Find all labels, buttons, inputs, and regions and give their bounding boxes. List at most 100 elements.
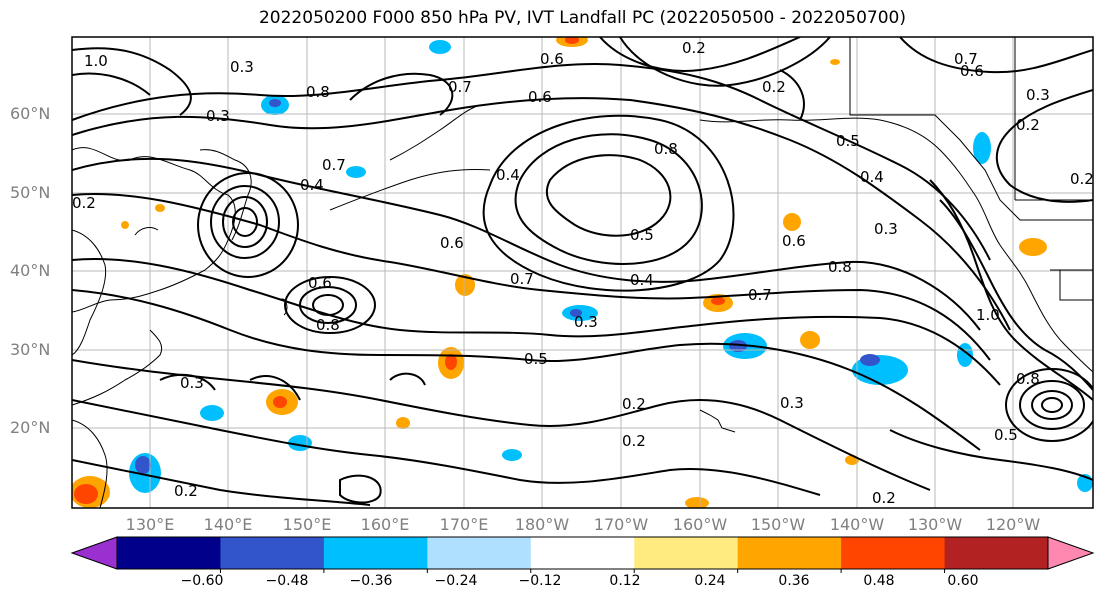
contour [389, 372, 426, 386]
contour-label: 0.2 [72, 194, 96, 212]
pv-positive-patch [155, 204, 165, 212]
colorbar-tick-label: −0.60 [180, 573, 224, 589]
map-panel: 1.0 0.3 0.3 0.8 0.7 0.6 0.6 0.2 0.2 0.3 … [72, 37, 1094, 508]
lat-label-60n: 60°N [10, 104, 51, 123]
colorbar-tick-label: −0.36 [349, 573, 393, 589]
pv-negative-core [729, 340, 747, 352]
contour-label: 0.5 [836, 132, 860, 150]
colorbar [70, 536, 1095, 573]
contour [72, 72, 151, 96]
lon-label: 160°W [672, 515, 728, 534]
contour-label: 1.0 [84, 52, 108, 70]
pv-positive-core [711, 297, 725, 305]
lon-label: 170°W [593, 515, 649, 534]
lon-label: 140°E [203, 515, 253, 534]
contour [349, 72, 454, 116]
pv-negative-core [135, 456, 151, 474]
colorbar-cell [220, 537, 325, 569]
contour-label: 0.2 [762, 78, 786, 96]
lon-label: 130°E [125, 515, 175, 534]
contour-label: 0.3 [206, 107, 230, 125]
contour [72, 97, 1011, 331]
pv-negative-patch [200, 405, 224, 421]
colorbar-cell [117, 537, 221, 569]
contour-label: 0.3 [874, 220, 898, 238]
lat-label-40n: 40°N [10, 261, 51, 280]
contour [72, 289, 981, 451]
contour-label: 0.7 [748, 286, 772, 304]
contour-label: 0.6 [528, 88, 552, 106]
colorbar-tick-label: 0.36 [778, 573, 810, 589]
colorbar-tick-label: 0.48 [863, 573, 895, 589]
pv-positive-patch [685, 497, 709, 508]
contour-label: 0.2 [682, 39, 706, 57]
contour-label: 0.2 [1016, 116, 1040, 134]
contour-label: 0.7 [954, 50, 978, 68]
contour-label: 0.3 [230, 58, 254, 76]
lon-label: 170°E [439, 515, 489, 534]
contour-label: 0.6 [308, 274, 332, 292]
contour [284, 276, 376, 334]
lat-label-20n: 20°N [10, 418, 51, 437]
contour-label: 0.4 [860, 168, 884, 186]
lon-label: 160°E [360, 515, 410, 534]
contour-label: 0.6 [440, 234, 464, 252]
contour [72, 359, 931, 491]
contour [72, 258, 1001, 386]
colorbar-extend-low [70, 536, 118, 570]
lon-label: 150°E [282, 515, 332, 534]
pv-negative-core [269, 99, 281, 107]
contour-label: 0.4 [630, 271, 654, 289]
contour-label: 0.6 [960, 62, 984, 80]
contour [619, 37, 831, 87]
pv-shading [72, 37, 1093, 508]
pv-negative-patch [429, 40, 451, 54]
contour-label: 0.2 [1070, 170, 1094, 188]
contour [249, 375, 301, 401]
pv-positive-core [565, 37, 579, 44]
contour [72, 399, 821, 496]
contour [1041, 397, 1063, 413]
pv-negative-patch [346, 166, 366, 178]
contour-label: 0.6 [782, 232, 806, 250]
lon-label: 150°W [750, 515, 806, 534]
contour [889, 429, 1093, 481]
pv-negative-patch [502, 449, 522, 461]
contour-label: 0.7 [448, 78, 472, 96]
contour-label: 0.2 [872, 489, 896, 507]
contour [159, 373, 216, 391]
contour-label: 0.4 [496, 166, 520, 184]
contour [72, 459, 371, 506]
contour [339, 474, 382, 504]
pv-positive-patch [830, 59, 840, 65]
colorbar-cell [634, 537, 739, 569]
contour-label: 0.7 [510, 270, 534, 288]
contour-label: 0.2 [622, 395, 646, 413]
contour [72, 62, 991, 261]
contour [514, 133, 703, 265]
lon-label: 180°W [514, 515, 570, 534]
colorbar-frame [116, 536, 1049, 570]
contour-label: 1.0 [976, 306, 1000, 324]
colorbar-cell [530, 537, 635, 569]
pv-positive-core [445, 354, 457, 370]
contour-label: 0.8 [316, 316, 340, 334]
lat-label-30n: 30°N [10, 340, 51, 359]
contour-label: 0.3 [574, 313, 598, 331]
colorbar-cell [841, 537, 946, 569]
lon-label: 130°W [907, 515, 963, 534]
pv-positive-patch [121, 221, 129, 229]
colorbar-cell [323, 537, 428, 569]
colorbar-cell [737, 537, 842, 569]
lon-label: 140°W [829, 515, 885, 534]
pv-positive-patch [455, 274, 475, 296]
colorbar-cell [427, 537, 532, 569]
contour-label: 0.8 [828, 258, 852, 276]
colorbar-tick-label: −0.48 [265, 573, 309, 589]
contour-label: 0.3 [180, 374, 204, 392]
contour [1031, 390, 1073, 420]
contour-label: 0.8 [306, 83, 330, 101]
contour-label: 0.3 [780, 394, 804, 412]
contour-label: 0.7 [322, 156, 346, 174]
